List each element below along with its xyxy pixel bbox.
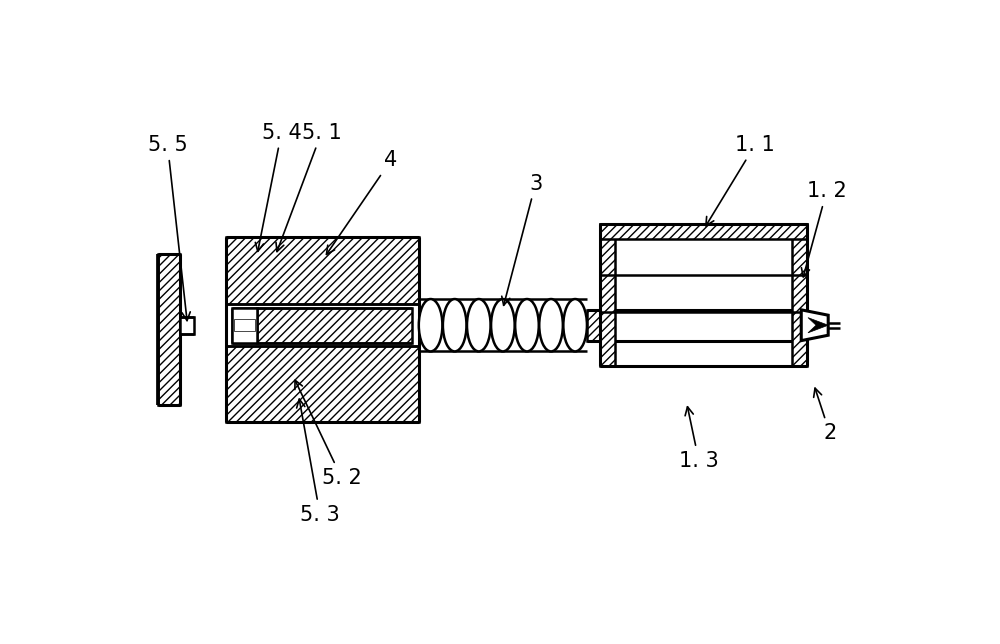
Text: 5. 5: 5. 5: [148, 135, 190, 321]
Ellipse shape: [515, 299, 539, 352]
Bar: [226, 346, 419, 422]
Text: 3: 3: [502, 173, 542, 305]
Ellipse shape: [443, 299, 466, 352]
Bar: [226, 237, 419, 305]
Bar: [600, 223, 807, 239]
Bar: [792, 223, 807, 366]
Bar: [587, 310, 801, 341]
Text: 5. 4: 5. 4: [255, 123, 301, 251]
Bar: [257, 308, 412, 343]
Ellipse shape: [539, 299, 563, 352]
Bar: [232, 308, 257, 343]
Bar: [180, 317, 194, 334]
Ellipse shape: [563, 299, 587, 352]
Text: 5. 2: 5. 2: [295, 380, 361, 488]
Ellipse shape: [467, 299, 491, 352]
Ellipse shape: [491, 299, 515, 352]
Ellipse shape: [419, 299, 442, 352]
Bar: [234, 319, 255, 332]
Bar: [600, 223, 615, 366]
Text: 1. 1: 1. 1: [706, 135, 775, 226]
Text: 1. 2: 1. 2: [801, 181, 847, 277]
Text: 5. 1: 5. 1: [276, 123, 341, 252]
Polygon shape: [808, 317, 828, 333]
Text: 1. 3: 1. 3: [679, 407, 719, 471]
Text: 4: 4: [326, 151, 397, 254]
Polygon shape: [801, 310, 828, 341]
Text: 2: 2: [814, 388, 836, 443]
Text: 5. 3: 5. 3: [297, 399, 340, 525]
Bar: [615, 239, 792, 366]
Bar: [158, 254, 180, 404]
